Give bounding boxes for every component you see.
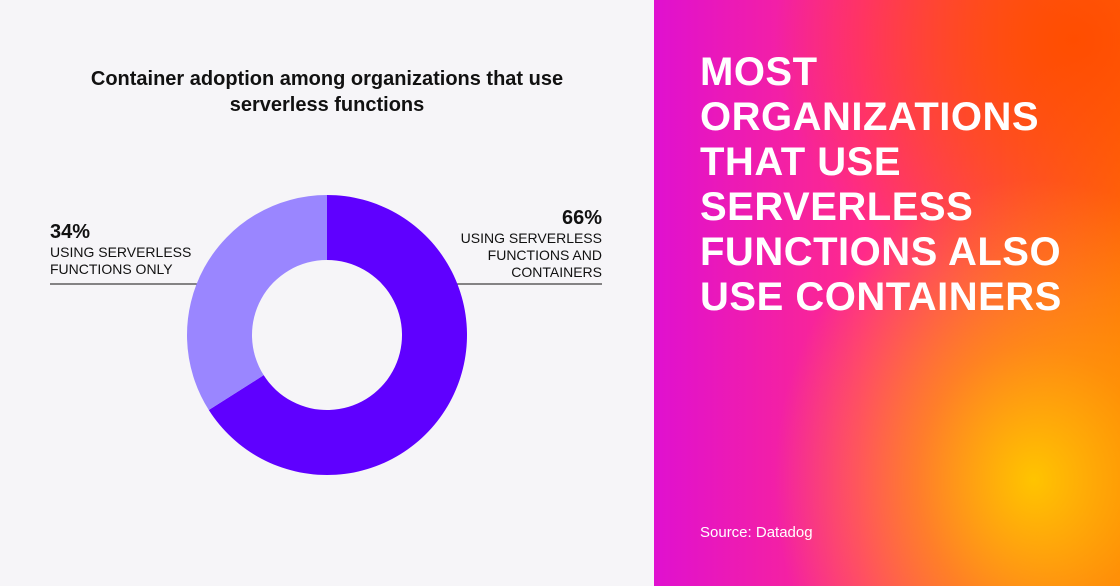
chart-title: Container adoption among organizations t… — [90, 68, 564, 116]
slice — [187, 195, 327, 411]
value-label: 34% — [50, 221, 91, 243]
chart — [50, 195, 602, 476]
slice-label: 34% Using serverless functions only — [50, 220, 210, 278]
category-label: Using serverless functions and container… — [460, 230, 602, 280]
category-label: Using serverless functions only — [50, 244, 192, 277]
source: Source: Datadog — [700, 524, 813, 541]
slice — [208, 195, 467, 476]
headline: MOST ORGANIZATIONS THAT USE SERVERLESS F… — [700, 50, 1062, 319]
value-label: 66% — [561, 207, 602, 229]
slice-label: 66% Using serverless functions and conta… — [437, 206, 602, 281]
headline-panel: MOST ORGANIZATIONS THAT USE SERVERLESS F… — [654, 0, 1120, 586]
